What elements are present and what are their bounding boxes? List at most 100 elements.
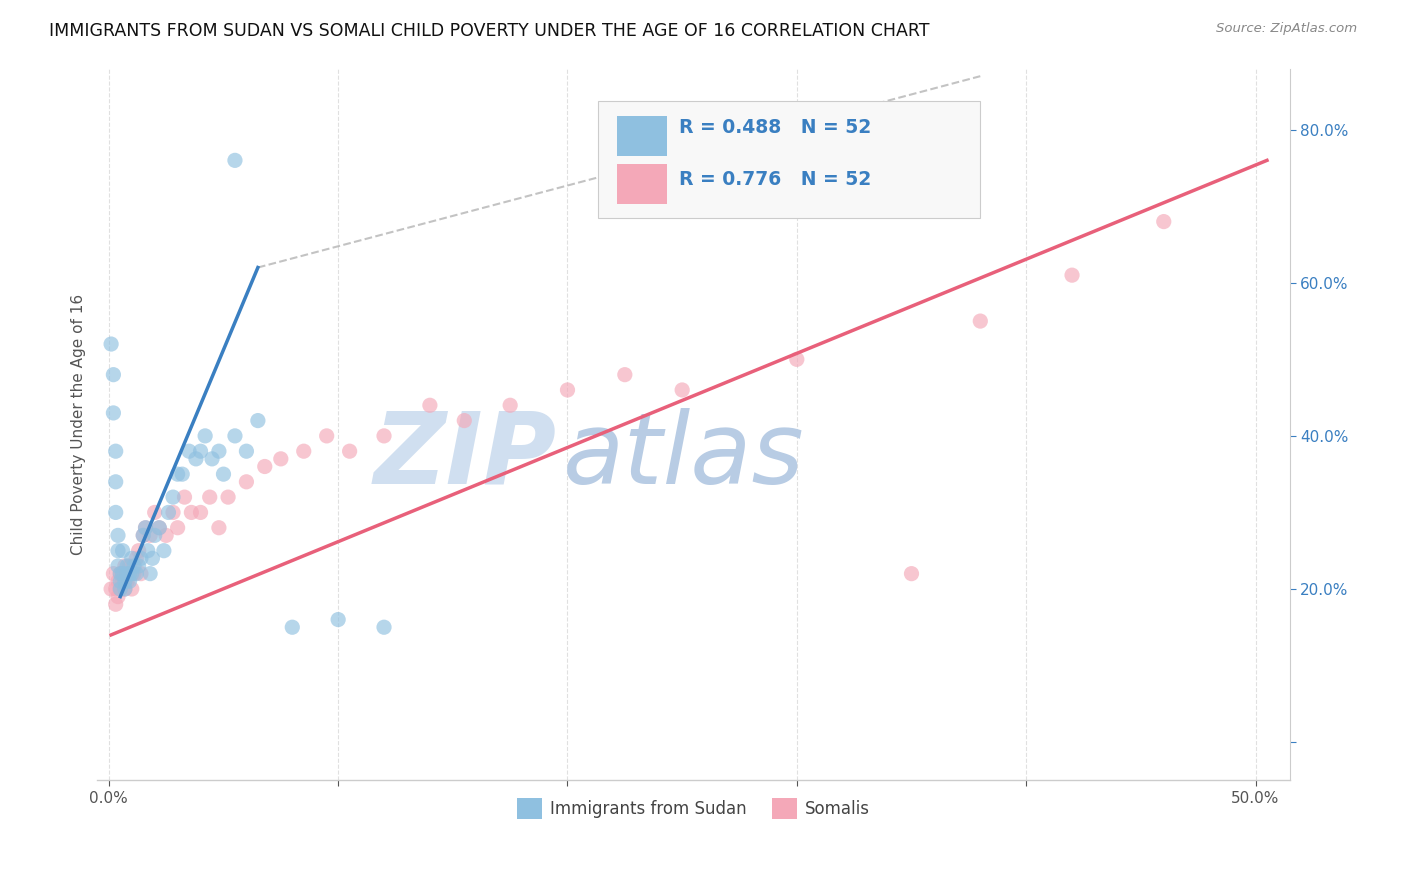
Point: [419, 398, 441, 412]
Point: [148, 521, 170, 535]
Point: [201, 451, 224, 466]
Point: [235, 475, 257, 489]
Point: [110, 574, 132, 589]
Text: ZIP: ZIP: [374, 408, 557, 505]
Point: [194, 429, 217, 443]
Point: [166, 521, 188, 535]
Point: [499, 398, 522, 412]
Point: [173, 490, 195, 504]
Point: [132, 528, 155, 542]
Point: [166, 467, 188, 482]
Point: [100, 582, 122, 596]
Point: [143, 528, 166, 542]
Point: [969, 314, 991, 328]
Point: [339, 444, 361, 458]
Point: [153, 543, 176, 558]
Point: [671, 383, 693, 397]
Point: [115, 566, 138, 581]
Point: [111, 566, 134, 581]
Point: [103, 406, 125, 420]
Point: [141, 551, 163, 566]
Y-axis label: Child Poverty Under the Age of 16: Child Poverty Under the Age of 16: [72, 293, 86, 555]
Point: [103, 566, 125, 581]
Point: [114, 559, 136, 574]
Point: [253, 459, 276, 474]
Point: [900, 566, 922, 581]
Point: [107, 590, 129, 604]
Point: [114, 582, 136, 596]
Point: [125, 551, 148, 566]
Point: [217, 490, 239, 504]
Point: [328, 613, 350, 627]
Point: [107, 559, 129, 574]
Point: [134, 521, 156, 535]
Point: [125, 566, 148, 581]
Point: [111, 543, 134, 558]
Point: [198, 490, 221, 504]
Point: [115, 559, 138, 574]
Point: [114, 582, 136, 596]
Point: [129, 566, 152, 581]
Point: [134, 521, 156, 535]
Point: [224, 429, 246, 443]
Point: [139, 528, 162, 542]
Point: [157, 505, 180, 519]
Point: [208, 521, 231, 535]
Point: [104, 505, 127, 519]
Text: atlas: atlas: [562, 408, 804, 505]
Point: [190, 505, 212, 519]
Point: [122, 559, 145, 574]
Point: [143, 505, 166, 519]
Text: Source: ZipAtlas.com: Source: ZipAtlas.com: [1216, 22, 1357, 36]
FancyBboxPatch shape: [617, 116, 668, 155]
Point: [118, 574, 141, 589]
Point: [190, 444, 212, 458]
Point: [373, 620, 395, 634]
Point: [111, 574, 134, 589]
Point: [129, 551, 152, 566]
Point: [104, 597, 127, 611]
Point: [110, 582, 132, 596]
Point: [115, 574, 138, 589]
Text: R = 0.488   N = 52: R = 0.488 N = 52: [679, 118, 872, 136]
Point: [180, 505, 202, 519]
Point: [110, 566, 132, 581]
Point: [132, 528, 155, 542]
Point: [453, 414, 475, 428]
Point: [104, 582, 127, 596]
Point: [270, 451, 292, 466]
Point: [162, 505, 184, 519]
Point: [208, 444, 231, 458]
Point: [128, 543, 150, 558]
Point: [235, 444, 257, 458]
Point: [373, 429, 395, 443]
Point: [148, 521, 170, 535]
Point: [281, 620, 304, 634]
Point: [110, 582, 132, 596]
Point: [110, 566, 132, 581]
Point: [115, 566, 138, 581]
Point: [128, 559, 150, 574]
Point: [104, 475, 127, 489]
FancyBboxPatch shape: [598, 101, 980, 218]
Point: [155, 528, 177, 542]
Text: R = 0.776   N = 52: R = 0.776 N = 52: [679, 170, 872, 189]
Point: [122, 566, 145, 581]
Point: [121, 551, 143, 566]
Point: [107, 528, 129, 542]
Legend: Immigrants from Sudan, Somalis: Immigrants from Sudan, Somalis: [510, 792, 877, 825]
Point: [613, 368, 636, 382]
Point: [557, 383, 579, 397]
Point: [118, 566, 141, 581]
Point: [139, 566, 162, 581]
Point: [184, 451, 207, 466]
Point: [246, 414, 269, 428]
Point: [315, 429, 337, 443]
Point: [224, 153, 246, 168]
Point: [292, 444, 315, 458]
Point: [121, 566, 143, 581]
Point: [107, 574, 129, 589]
Point: [1153, 214, 1175, 228]
FancyBboxPatch shape: [617, 164, 668, 204]
Point: [162, 490, 184, 504]
